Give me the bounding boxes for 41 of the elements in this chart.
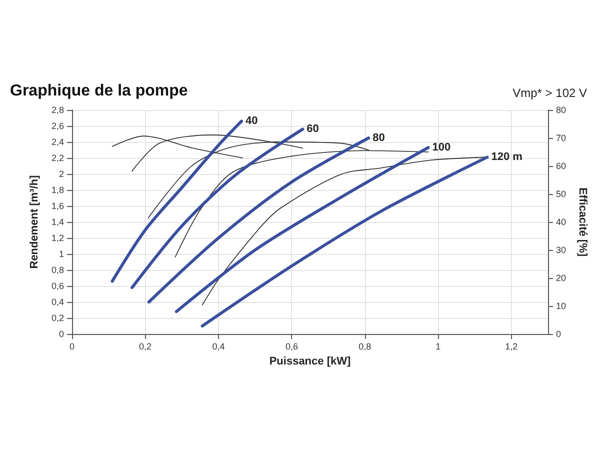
series-label: 120 m: [491, 151, 523, 164]
y2-axis-title: Efficacité [%]: [576, 187, 588, 257]
x-tick-label: 0,6: [285, 342, 298, 352]
series-label: 40: [246, 115, 258, 128]
y2-tick-label: 20: [556, 273, 566, 283]
series-label: 60: [306, 123, 319, 136]
y-tick-label: 0,8: [51, 265, 64, 275]
y-axis-title: Rendement [m³/h]: [28, 174, 40, 269]
x-axis-title: Puissance [kW]: [269, 356, 351, 368]
y2-tick-label: 10: [556, 301, 566, 311]
x-tick-label: 0: [69, 342, 75, 352]
y2-tick-label: 70: [556, 133, 566, 143]
y2-tick-label: 50: [556, 189, 566, 199]
chart-subtitle: Vmp* > 102 V: [512, 86, 588, 100]
x-tick-label: 0,8: [358, 342, 372, 352]
y2-tick-label: 0: [556, 329, 562, 339]
y-tick-label: 0,6: [51, 281, 64, 291]
y-tick-label: 2,4: [51, 137, 64, 147]
y-tick-label: 1,8: [51, 185, 64, 195]
y-tick-label: 1,6: [51, 201, 64, 211]
y-tick-label: 2,8: [51, 105, 64, 115]
y2-tick-label: 30: [556, 245, 566, 255]
x-tick-label: 0,2: [138, 342, 152, 352]
y2-tick-label: 80: [556, 105, 566, 115]
chart-title: Graphique de la pompe: [10, 82, 188, 100]
y-tick-label: 1,2: [51, 233, 64, 243]
y-tick-label: 0,4: [51, 297, 64, 307]
y-tick-label: 0,2: [51, 313, 64, 323]
x-tick-label: 0,4: [212, 342, 225, 352]
y-tick-label: 2: [58, 169, 64, 179]
series-label: 80: [372, 132, 385, 144]
y-tick-label: 2,6: [51, 121, 64, 131]
x-tick-label: 1,2: [505, 342, 518, 352]
y2-tick-label: 40: [556, 217, 566, 227]
series-label: 100: [432, 142, 451, 154]
y-tick-label: 2,2: [51, 153, 64, 163]
y-tick-label: 1,4: [51, 217, 64, 227]
y-tick-label: 1: [58, 249, 64, 259]
x-tick-label: 1: [436, 342, 441, 352]
y2-tick-label: 60: [556, 161, 566, 171]
y-tick-label: 0: [58, 329, 64, 339]
